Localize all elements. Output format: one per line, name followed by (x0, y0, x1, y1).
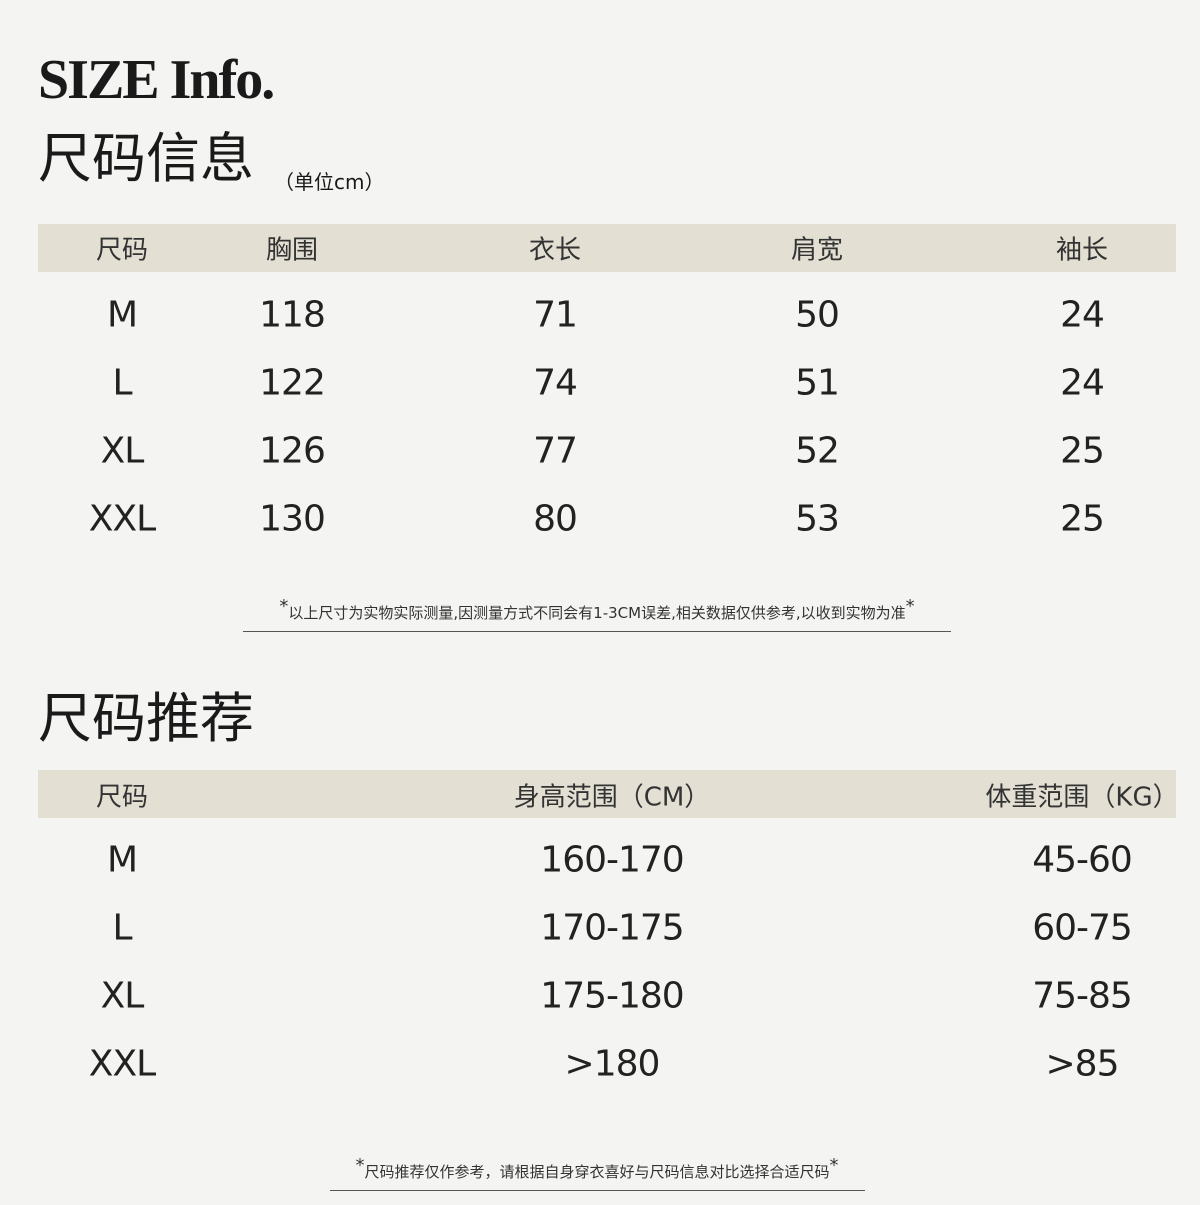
table-cell: 52 (795, 430, 840, 472)
table-cell: 71 (533, 294, 578, 336)
note-mark: * (905, 596, 915, 617)
table-cell: 74 (533, 362, 578, 404)
header-bar (38, 770, 1176, 818)
table-cell: M (106, 839, 138, 881)
column-header: 胸围 (265, 235, 319, 266)
table-cell: XXL (88, 1043, 156, 1085)
table-cell: 45-60 (1032, 839, 1133, 881)
table-cell: 51 (795, 362, 840, 404)
column-header: 体重范围（KG） (985, 782, 1179, 813)
table-cell: XL (100, 430, 145, 472)
table-cell: 25 (1060, 430, 1105, 472)
table-cell: 170-175 (540, 907, 684, 949)
table-cell: 80 (533, 498, 578, 540)
section-title: 尺码推荐 (38, 687, 254, 750)
table-cell: 24 (1060, 362, 1105, 404)
note-text: 以上尺寸为实物实际测量,因测量方式不同会有1-3CM误差,相关数据仅供参考,以收… (288, 604, 906, 622)
table-cell: 77 (533, 430, 578, 472)
column-header: 尺码 (95, 235, 149, 266)
table-cell: XXL (88, 498, 156, 540)
note-mark: * (279, 596, 289, 617)
header-bar (38, 224, 1176, 272)
table-cell: 50 (795, 294, 840, 336)
table-cell: 60-75 (1032, 907, 1133, 949)
title: SIZE Info. (38, 49, 275, 111)
table-cell: M (106, 294, 138, 336)
table-cell: 122 (259, 362, 326, 404)
column-header: 身高范围（CM） (513, 782, 711, 813)
table-cell: L (112, 362, 132, 404)
note-mark: * (355, 1155, 365, 1176)
note-rule (243, 631, 951, 632)
table-cell: 118 (259, 294, 326, 336)
size-note: *以上尺寸为实物实际测量,因测量方式不同会有1-3CM误差,相关数据仅供参考,以… (279, 596, 914, 623)
table-cell: 130 (259, 498, 326, 540)
column-header: 袖长 (1055, 235, 1109, 266)
recommend-note: *尺码推荐仅作参考，请根据自身穿衣喜好与尺码信息对比选择合适尺码* (355, 1155, 838, 1182)
table-cell: 25 (1060, 498, 1105, 540)
note-rule (330, 1190, 865, 1191)
column-header: 肩宽 (790, 235, 844, 266)
note-text: 尺码推荐仅作参考，请根据自身穿衣喜好与尺码信息对比选择合适尺码 (364, 1163, 830, 1181)
table-cell: L (112, 907, 132, 949)
table-cell: 126 (259, 430, 326, 472)
table-cell: 175-180 (540, 975, 684, 1017)
table-cell: 24 (1060, 294, 1105, 336)
table-cell: 160-170 (540, 839, 684, 881)
note-mark: * (829, 1155, 839, 1176)
table-cell: 53 (795, 498, 840, 540)
table-cell: XL (100, 975, 145, 1017)
unit: （单位cm） (274, 170, 385, 194)
table-cell: 75-85 (1032, 975, 1133, 1017)
table-cell: >85 (1045, 1043, 1120, 1085)
column-header: 尺码 (95, 782, 149, 813)
column-header: 衣长 (528, 235, 582, 266)
subtitle: 尺码信息 (38, 127, 254, 190)
table-cell: >180 (564, 1043, 661, 1085)
